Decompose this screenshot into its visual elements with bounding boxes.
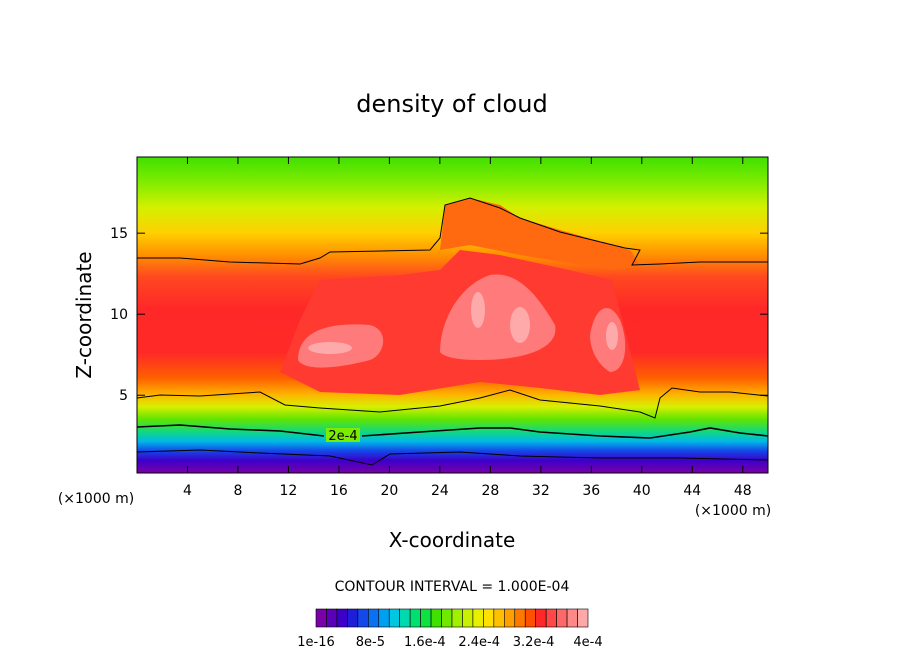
peak-core-1 <box>510 307 530 343</box>
x-tick-label: 44 <box>683 483 701 499</box>
contour-interval-text: CONTOUR INTERVAL = 1.000E-04 <box>335 579 570 595</box>
colorbar-tick-label: 1.6e-4 <box>404 635 446 650</box>
colorbar-cell <box>472 608 484 628</box>
y-tick-label: 10 <box>110 307 128 323</box>
y-axis-label: Z-coordinate <box>72 251 96 378</box>
peak-core-3 <box>606 322 618 350</box>
plot-frame <box>136 156 769 474</box>
contour-line-middle <box>137 387 768 419</box>
colorbar-cell <box>524 608 536 628</box>
x-tick-label: 12 <box>280 483 298 499</box>
colorbar-cell <box>504 608 516 628</box>
plot-area: 2e-4 <box>137 157 768 473</box>
colorbar-cell <box>378 608 390 628</box>
colorbar-cell <box>441 608 453 628</box>
x-tick-label: 28 <box>481 483 499 499</box>
colorbar-cell <box>388 608 400 628</box>
cloud-top-region <box>440 198 640 270</box>
colorbar-cell <box>577 608 589 628</box>
colorbar-cell <box>451 608 463 628</box>
colorbar-tick-label: 1e-16 <box>297 635 335 650</box>
x-tick-label: 48 <box>734 483 752 499</box>
peak-core-4 <box>308 342 352 354</box>
contour-line-2e-4 <box>137 424 768 439</box>
x-axis-label: X-coordinate <box>389 528 516 552</box>
x-tick-label: 36 <box>582 483 600 499</box>
colorbar-cell <box>483 608 495 628</box>
colorbar-cell <box>357 608 369 628</box>
colorbar-cell <box>336 608 348 628</box>
colorbar-cell <box>493 608 505 628</box>
x-tick-label: 24 <box>431 483 449 499</box>
x-tick-label: 40 <box>633 483 651 499</box>
colorbar <box>315 608 589 628</box>
colorbar-cell <box>368 608 380 628</box>
colorbar-cell <box>409 608 421 628</box>
colorbar-tick-label: 4e-4 <box>573 635 602 650</box>
y-tick-label: 5 <box>119 388 128 404</box>
x-axis-ticks: 4 8 12 16 20 24 28 32 36 40 44 48 <box>183 157 752 499</box>
colorbar-cell <box>326 608 338 628</box>
colorbar-tick-label: 8e-5 <box>356 635 385 650</box>
colorbar-cell <box>514 608 526 628</box>
high-density-blob-2 <box>440 274 556 360</box>
x-tick-label: 8 <box>233 483 242 499</box>
colorbar-cell <box>430 608 442 628</box>
colorbar-cell <box>566 608 578 628</box>
peak-core-2 <box>471 292 485 328</box>
x-unit-left: (×1000 m) <box>58 491 134 507</box>
colorbar-cell <box>399 608 411 628</box>
colorbar-cell <box>545 608 557 628</box>
x-tick-label: 32 <box>532 483 550 499</box>
y-tick-label: 15 <box>110 226 128 242</box>
chart-title: density of cloud <box>356 90 547 118</box>
contour-label: 2e-4 <box>328 429 357 444</box>
colorbar-tick-labels: 1e-16 8e-5 1.6e-4 2.4e-4 3.2e-4 4e-4 <box>297 635 602 650</box>
x-tick-label: 4 <box>183 483 192 499</box>
x-tick-label: 16 <box>330 483 348 499</box>
colorbar-cell <box>556 608 568 628</box>
contour-line-upper <box>137 197 768 266</box>
colorbar-cell <box>315 608 327 628</box>
colorbar-cell <box>535 608 547 628</box>
colorbar-cell <box>462 608 474 628</box>
colorbar-cell <box>420 608 432 628</box>
y-axis-ticks: 5 10 15 <box>110 226 768 404</box>
colorbar-tick-label: 2.4e-4 <box>458 635 500 650</box>
x-unit-right: (×1000 m) <box>695 503 771 519</box>
contour-line-lower <box>137 449 768 466</box>
contour-label-bg <box>326 428 360 442</box>
colorbar-tick-label: 3.2e-4 <box>513 635 555 650</box>
x-tick-label: 20 <box>380 483 398 499</box>
colorbar-cell <box>347 608 359 628</box>
